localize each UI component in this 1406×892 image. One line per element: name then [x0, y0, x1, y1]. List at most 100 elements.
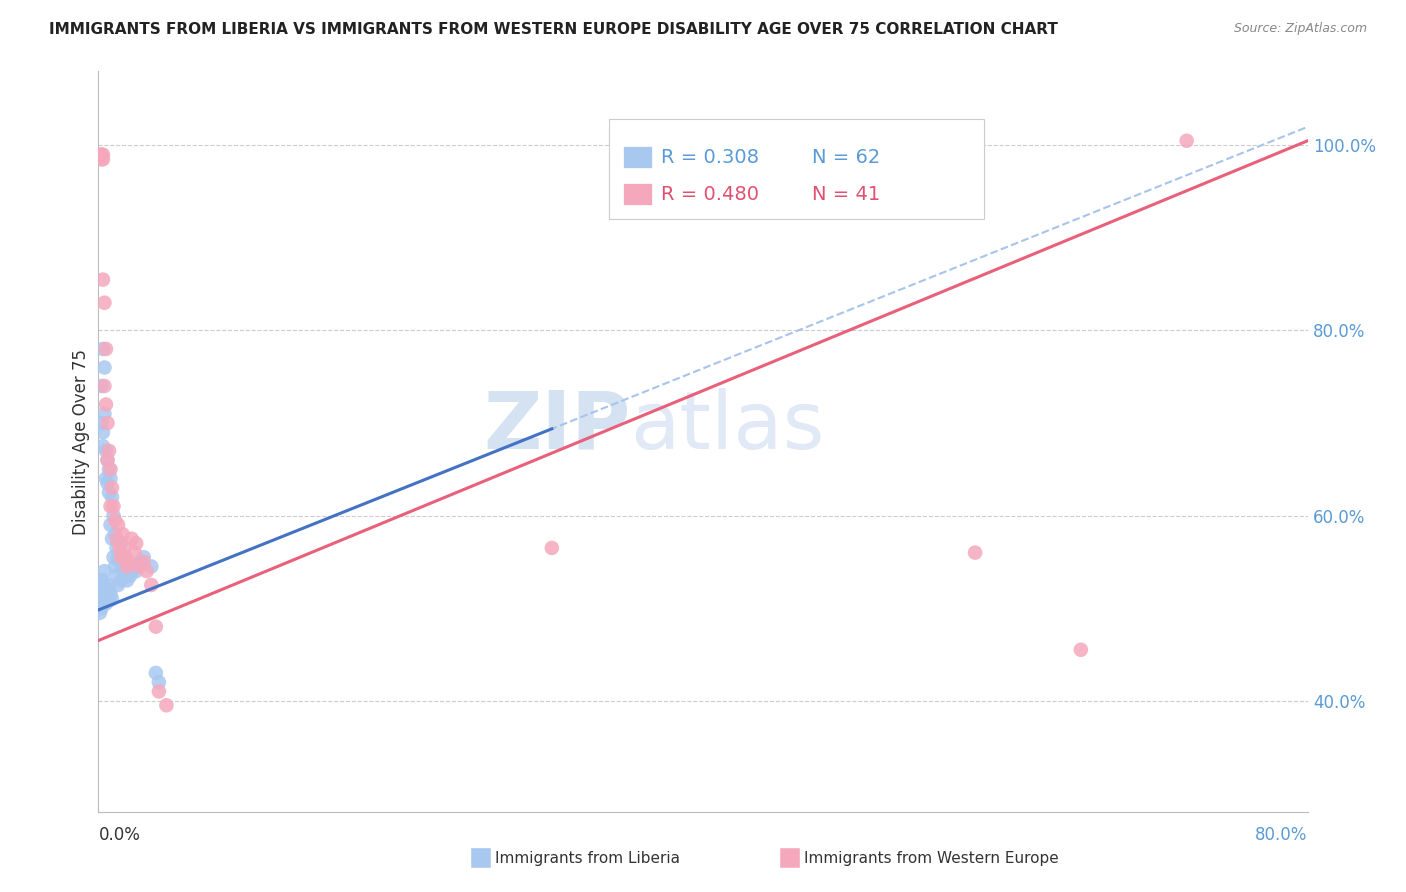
Point: [114, 568, 136, 582]
Point: [145, 620, 167, 634]
Point: [107, 578, 129, 592]
Point: [94, 472, 117, 486]
Point: [100, 587, 122, 601]
Point: [91, 147, 114, 161]
Point: [103, 550, 125, 565]
Text: N = 41: N = 41: [811, 185, 880, 203]
Point: [101, 481, 124, 495]
Point: [124, 559, 146, 574]
Point: [105, 541, 128, 555]
Point: [110, 574, 132, 588]
Point: [129, 555, 152, 569]
Point: [91, 574, 114, 588]
Point: [93, 379, 115, 393]
Point: [96, 416, 118, 430]
Point: [141, 559, 163, 574]
Point: [148, 675, 170, 690]
Point: [107, 550, 129, 565]
Point: [98, 462, 121, 476]
Point: [89, 597, 111, 611]
Point: [118, 555, 141, 569]
Point: [1070, 642, 1092, 657]
Point: [121, 564, 143, 578]
Point: [96, 453, 118, 467]
Point: [111, 559, 134, 574]
Point: [93, 360, 115, 375]
Point: [145, 665, 167, 680]
Point: [101, 591, 124, 606]
Point: [107, 517, 129, 532]
Point: [128, 559, 150, 574]
Point: [125, 564, 148, 578]
Point: [135, 564, 157, 578]
Point: [110, 550, 132, 565]
Point: [100, 500, 122, 514]
Point: [110, 536, 132, 550]
Point: [101, 532, 124, 546]
Point: [89, 582, 111, 597]
Point: [105, 532, 128, 546]
Point: [98, 582, 121, 597]
Point: [94, 342, 117, 356]
Point: [90, 574, 112, 588]
Point: [98, 485, 121, 500]
Point: [120, 568, 142, 582]
Text: 0.0%: 0.0%: [98, 826, 141, 844]
Point: [104, 559, 127, 574]
Point: [114, 550, 136, 565]
Point: [93, 587, 115, 601]
Point: [89, 591, 111, 606]
Point: [94, 398, 117, 412]
Point: [90, 147, 112, 161]
Text: ZIP: ZIP: [484, 388, 630, 466]
Point: [128, 559, 150, 574]
Point: [94, 582, 117, 597]
Point: [155, 698, 177, 713]
Point: [148, 684, 170, 698]
Point: [93, 564, 115, 578]
Point: [96, 578, 118, 592]
Point: [96, 591, 118, 606]
Point: [91, 153, 114, 167]
Text: R = 0.308: R = 0.308: [661, 148, 759, 167]
FancyBboxPatch shape: [623, 146, 652, 169]
Point: [93, 407, 115, 421]
Text: Immigrants from Western Europe: Immigrants from Western Europe: [804, 851, 1059, 865]
Point: [118, 564, 141, 578]
Point: [90, 416, 112, 430]
Point: [94, 597, 117, 611]
Point: [111, 527, 134, 541]
Point: [108, 555, 131, 569]
Point: [94, 443, 117, 458]
Text: Immigrants from Liberia: Immigrants from Liberia: [495, 851, 681, 865]
Point: [103, 508, 125, 523]
Point: [125, 536, 148, 550]
Point: [115, 559, 138, 574]
Text: 80.0%: 80.0%: [1256, 826, 1308, 844]
Point: [91, 425, 114, 440]
Point: [112, 564, 135, 578]
Point: [98, 443, 121, 458]
Point: [108, 541, 131, 555]
Text: Source: ZipAtlas.com: Source: ZipAtlas.com: [1233, 22, 1367, 36]
Point: [91, 591, 114, 606]
Point: [90, 379, 112, 393]
Point: [90, 601, 112, 615]
Point: [89, 606, 111, 620]
Point: [121, 532, 143, 546]
Point: [98, 593, 121, 607]
Point: [132, 555, 155, 569]
Point: [90, 587, 112, 601]
Point: [1175, 134, 1198, 148]
Point: [104, 513, 127, 527]
Point: [540, 541, 562, 555]
Point: [93, 295, 115, 310]
Point: [100, 462, 122, 476]
Point: [91, 342, 114, 356]
Text: atlas: atlas: [630, 388, 825, 466]
Point: [96, 476, 118, 491]
Point: [104, 527, 127, 541]
Text: R = 0.480: R = 0.480: [661, 185, 759, 203]
Point: [90, 153, 112, 167]
Text: IMMIGRANTS FROM LIBERIA VS IMMIGRANTS FROM WESTERN EUROPE DISABILITY AGE OVER 75: IMMIGRANTS FROM LIBERIA VS IMMIGRANTS FR…: [49, 22, 1059, 37]
